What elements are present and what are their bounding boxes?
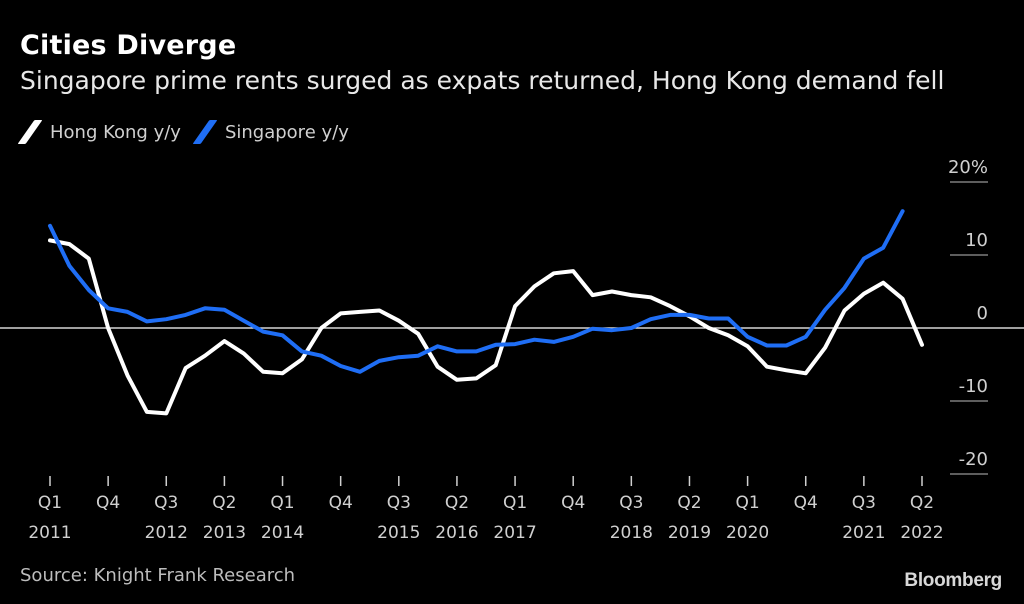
x-tick-year: 2015 — [377, 523, 420, 543]
x-tick-year: 2017 — [493, 523, 536, 543]
x-tick-quarter: Q4 — [96, 493, 120, 513]
bloomberg-logo: Bloomberg — [904, 570, 1002, 591]
x-tick-quarter: Q4 — [561, 493, 585, 513]
x-tick-quarter: Q1 — [38, 493, 62, 513]
x-tick-quarter: Q2 — [445, 493, 469, 513]
x-tick-year: 2019 — [668, 523, 711, 543]
series-line-singapore — [48, 209, 905, 374]
legend: Hong Kong y/y Singapore y/y — [17, 120, 363, 144]
x-tick-year: 2011 — [28, 523, 71, 543]
x-tick-quarter: Q1 — [503, 493, 527, 513]
gridlines — [0, 181, 1024, 475]
x-tick-quarter: Q1 — [735, 493, 759, 513]
y-tick-label: -10 — [959, 376, 988, 397]
x-tick-year: 2021 — [842, 523, 885, 543]
x-tick-quarter: Q2 — [910, 493, 934, 513]
x-tick-quarter: Q3 — [619, 493, 643, 513]
chart-title: Cities Diverge — [20, 30, 237, 61]
legend-label-hong-kong: Hong Kong y/y — [50, 121, 181, 143]
x-tick-year: 2022 — [900, 523, 943, 543]
y-tick-label: 20% — [948, 157, 988, 178]
y-axis: 20% 10 0 -10 -20 — [948, 157, 988, 470]
x-tick-quarter: Q1 — [270, 493, 294, 513]
legend-item-hong-kong: Hong Kong y/y — [17, 120, 181, 144]
x-axis: Q1 2011 Q4 Q3 2012 Q2 2013 Q1 2014 Q4 Q3 2015 Q2 2016… — [28, 476, 944, 543]
x-tick-year: 2012 — [145, 523, 188, 543]
chart-subtitle: Singapore prime rents surged as expats r… — [20, 66, 945, 95]
x-tick-quarter: Q2 — [677, 493, 701, 513]
x-tick-year: 2013 — [203, 523, 246, 543]
source-note: Source: Knight Frank Research — [20, 565, 296, 586]
x-tick-quarter: Q4 — [794, 493, 818, 513]
series-line-hong-kong — [48, 238, 924, 416]
legend-label-singapore: Singapore y/y — [224, 121, 349, 143]
series-lines — [48, 209, 924, 416]
legend-item-singapore: Singapore y/y — [192, 120, 349, 144]
x-tick-quarter: Q3 — [852, 493, 876, 513]
x-tick-year: 2014 — [261, 523, 304, 543]
x-tick-year: 2016 — [435, 523, 478, 543]
y-tick-label: 10 — [965, 230, 988, 251]
y-tick-label: 0 — [977, 303, 988, 324]
x-tick-quarter: Q3 — [154, 493, 178, 513]
x-tick-quarter: Q4 — [329, 493, 353, 513]
y-tick-label: -20 — [959, 449, 988, 470]
x-tick-quarter: Q3 — [387, 493, 411, 513]
x-tick-quarter: Q2 — [212, 493, 236, 513]
x-tick-year: 2018 — [610, 523, 653, 543]
x-tick-year: 2020 — [726, 523, 769, 543]
